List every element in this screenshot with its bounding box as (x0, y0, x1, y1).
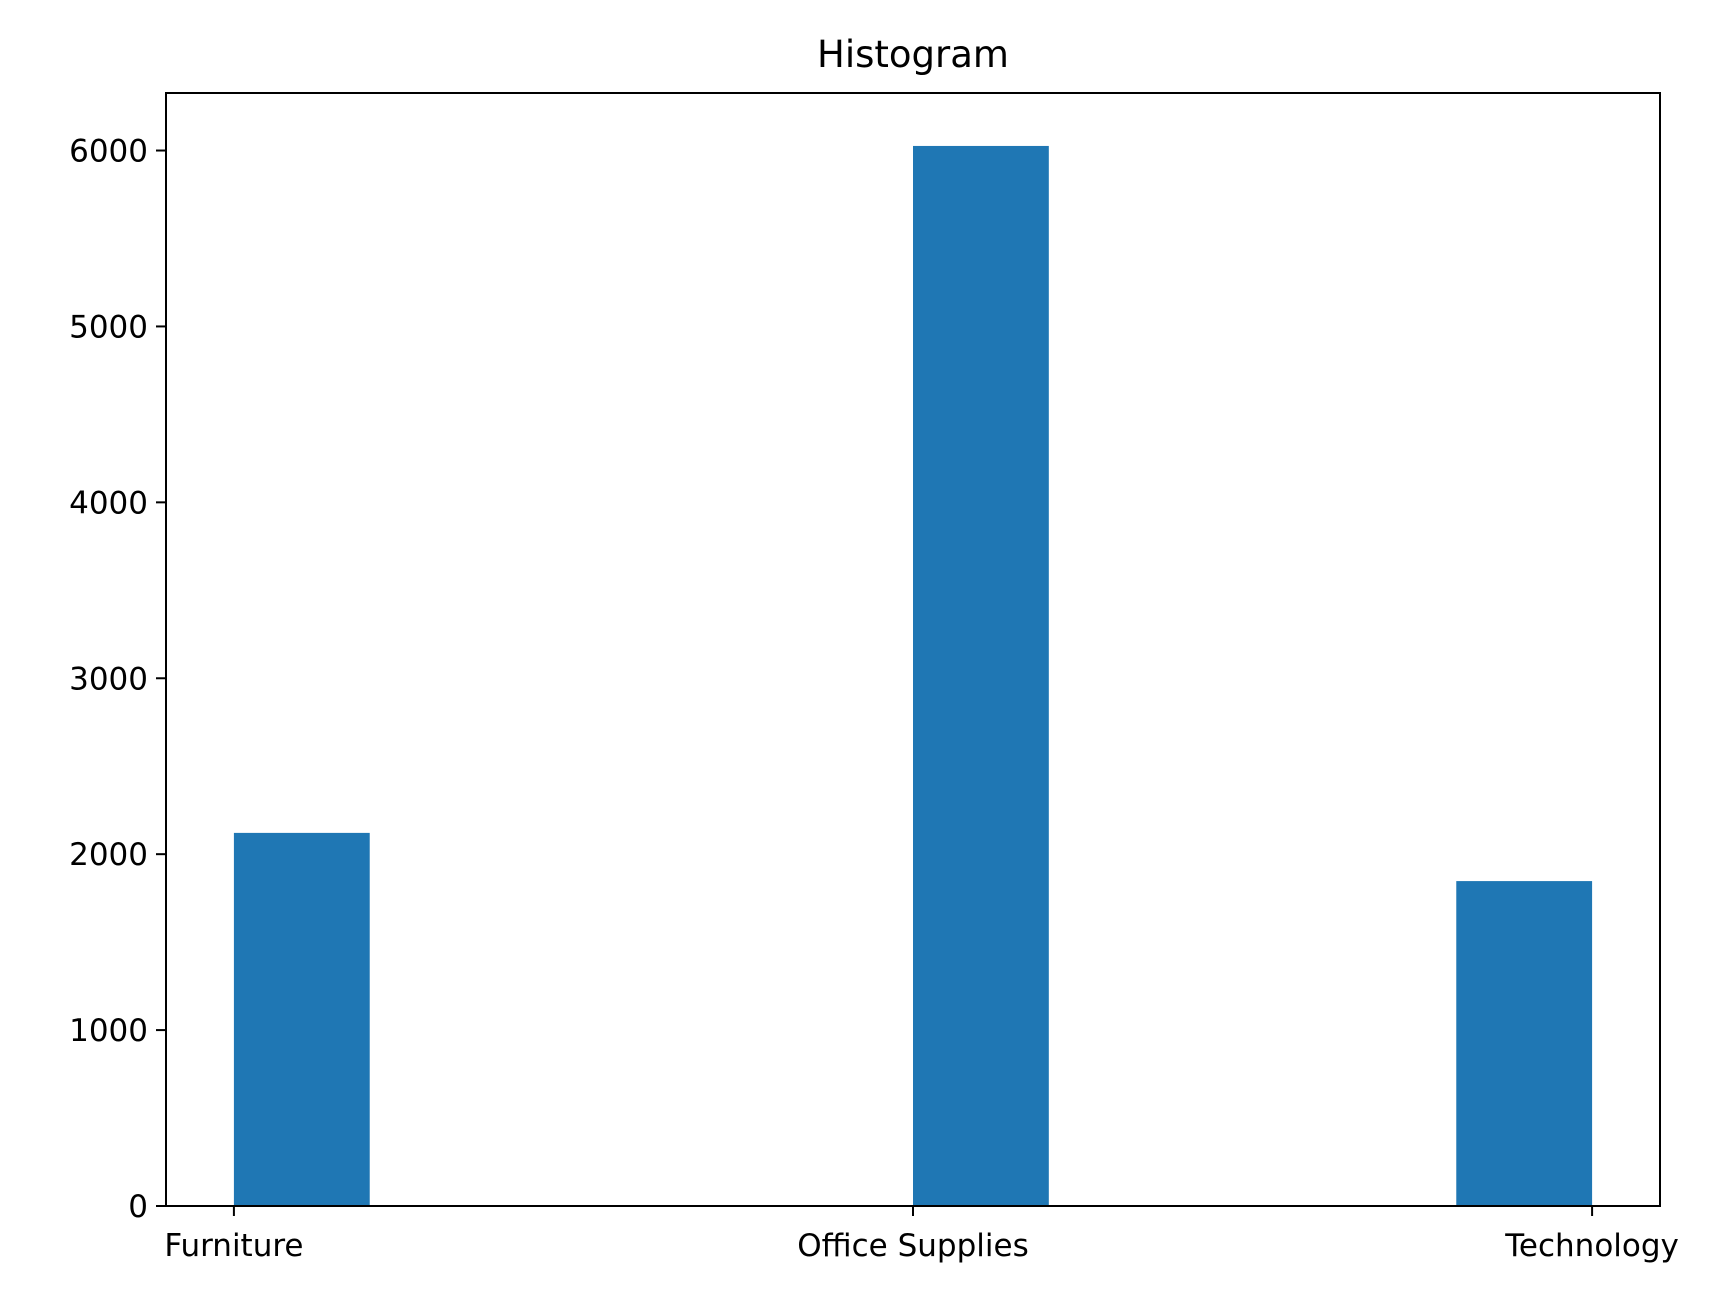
y-tick-label: 2000 (69, 837, 148, 873)
y-tick-label: 0 (128, 1189, 148, 1225)
y-axis-ticks: 0 1000 2000 3000 4000 5000 6000 (69, 134, 166, 1225)
x-axis-ticks: Furniture Office Supplies Technology (164, 1206, 1679, 1264)
x-tick-label: Technology (1504, 1228, 1679, 1264)
y-tick-label: 6000 (69, 134, 148, 170)
bars-group (233, 145, 1593, 1207)
chart-title: Histogram (817, 33, 1009, 76)
bar-office-supplies (913, 145, 1049, 1207)
y-tick-label: 4000 (69, 485, 148, 521)
bar-technology (1456, 881, 1593, 1206)
x-tick-label: Office Supplies (797, 1228, 1028, 1264)
y-tick-label: 1000 (69, 1013, 148, 1049)
x-tick-label: Furniture (164, 1228, 303, 1264)
bar-furniture (233, 832, 370, 1206)
y-tick-label: 5000 (69, 309, 148, 345)
y-tick-label: 3000 (69, 661, 148, 697)
plot-frame (165, 92, 1661, 1207)
